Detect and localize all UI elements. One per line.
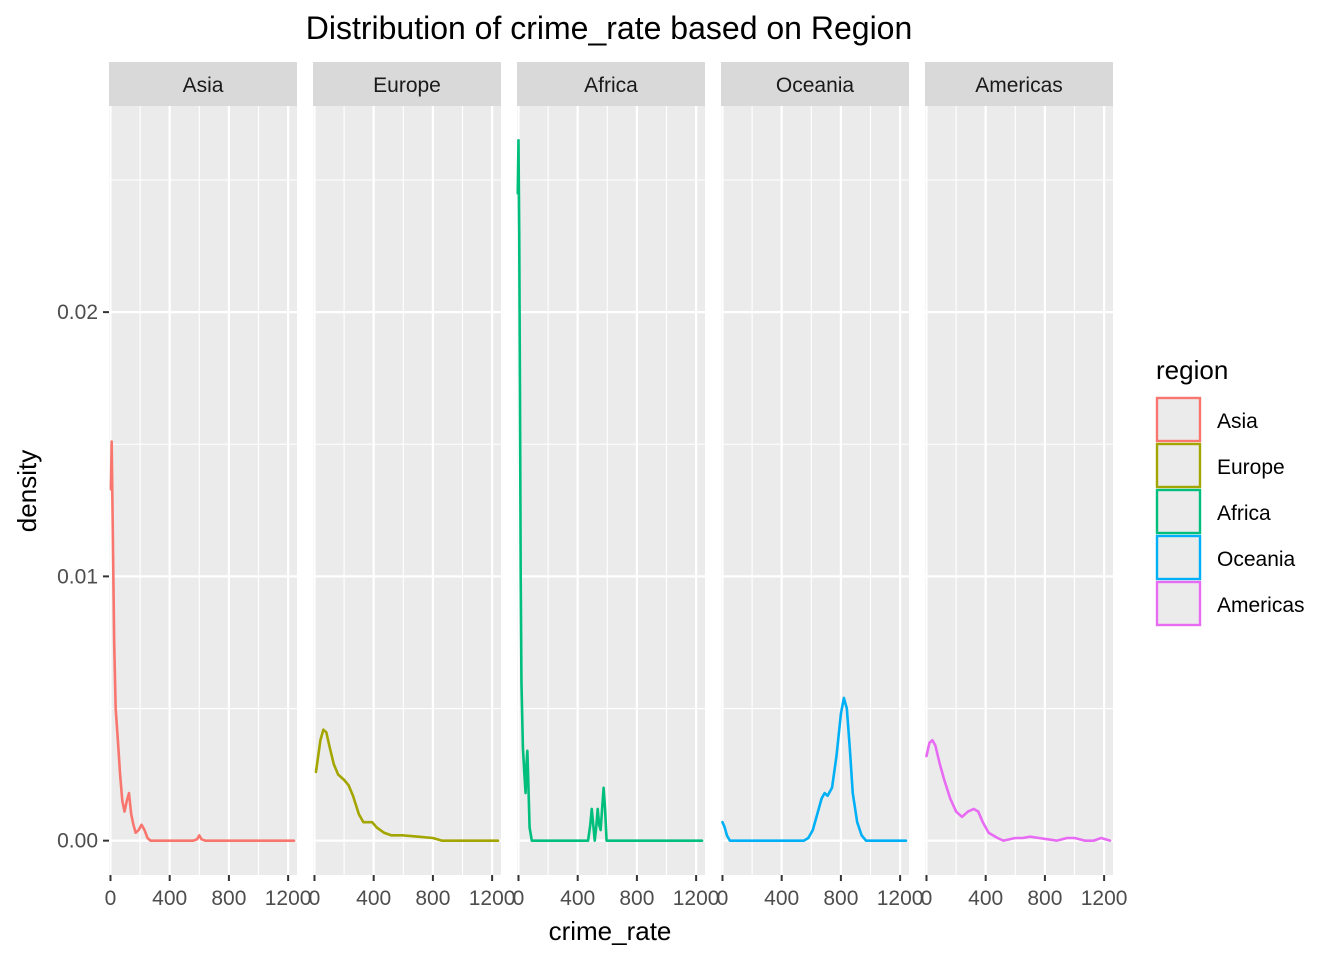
x-tick-label: 800 bbox=[1027, 887, 1062, 910]
x-tick-label: 0 bbox=[717, 887, 729, 910]
x-tick-label: 0 bbox=[309, 887, 321, 910]
legend-key bbox=[1155, 534, 1202, 581]
panel-background bbox=[313, 106, 501, 875]
density-line-americas bbox=[925, 738, 1112, 842]
x-tick-label: 0 bbox=[513, 887, 525, 910]
x-tick-label: 400 bbox=[560, 887, 595, 910]
legend-item-oceania: Oceania bbox=[1155, 534, 1296, 581]
y-tick-label: 0.01 bbox=[57, 565, 98, 588]
y-axis: 0.00 0.01 0.02 bbox=[57, 301, 109, 853]
y-tick-label: 0.02 bbox=[57, 301, 98, 324]
legend-label: Europe bbox=[1217, 456, 1285, 479]
x-tick-label: 400 bbox=[764, 887, 799, 910]
panel-background bbox=[517, 106, 705, 875]
legend-key bbox=[1155, 580, 1202, 627]
legend-item-europe: Europe bbox=[1155, 442, 1285, 489]
facet-strip bbox=[925, 62, 1113, 106]
x-tick-label: 400 bbox=[356, 887, 391, 910]
legend-label: Oceania bbox=[1217, 548, 1296, 571]
facet-panel-europe: Europe 0 400 800 1200 bbox=[309, 62, 516, 910]
chart-title: Distribution of crime_rate based on Regi… bbox=[306, 10, 913, 46]
facet-strip-label: Asia bbox=[183, 74, 224, 97]
y-axis-title: density bbox=[12, 450, 42, 532]
legend-items: Asia Europe Africa Oceania Americas bbox=[1155, 396, 1305, 627]
x-tick-label: 800 bbox=[619, 887, 654, 910]
x-tick-label: 800 bbox=[823, 887, 858, 910]
x-tick-label: 800 bbox=[211, 887, 246, 910]
facet-panels: Asia 0 400 800 1200 Europe 0 400 800 1200 Africa 0 4… bbox=[105, 62, 1128, 910]
density-line-africa bbox=[516, 139, 704, 842]
legend: region Asia Europe Africa Oceania Americas bbox=[1155, 355, 1305, 627]
legend-label: Africa bbox=[1217, 502, 1271, 525]
facet-panel-africa: Africa 0 400 800 1200 bbox=[513, 62, 720, 910]
facet-panel-oceania: Oceania 0 400 800 1200 bbox=[717, 62, 924, 910]
legend-item-americas: Americas bbox=[1155, 580, 1305, 627]
density-line-asia bbox=[109, 440, 296, 842]
x-tick-label: 400 bbox=[152, 887, 187, 910]
panel-background bbox=[721, 106, 909, 875]
density-line-europe bbox=[314, 728, 500, 842]
legend-key bbox=[1155, 396, 1202, 443]
facet-strip bbox=[721, 62, 909, 106]
x-tick-label: 1200 bbox=[265, 887, 312, 910]
legend-title: region bbox=[1156, 355, 1228, 385]
legend-key bbox=[1155, 488, 1202, 535]
facet-strip bbox=[109, 62, 297, 106]
legend-label: Americas bbox=[1217, 594, 1305, 617]
x-tick-label: 400 bbox=[968, 887, 1003, 910]
facet-strip-label: Africa bbox=[584, 74, 638, 97]
x-tick-label: 1200 bbox=[877, 887, 924, 910]
x-tick-label: 1200 bbox=[673, 887, 720, 910]
x-axis-title: crime_rate bbox=[549, 916, 672, 946]
panel-background bbox=[109, 106, 297, 875]
x-tick-label: 800 bbox=[415, 887, 450, 910]
facet-panel-asia: Asia 0 400 800 1200 bbox=[105, 62, 312, 910]
facet-strip-label: Americas bbox=[975, 74, 1063, 97]
legend-item-africa: Africa bbox=[1155, 488, 1271, 535]
legend-key bbox=[1155, 442, 1202, 489]
panel-background bbox=[925, 106, 1113, 875]
x-tick-label: 0 bbox=[105, 887, 117, 910]
legend-label: Asia bbox=[1217, 410, 1258, 433]
facet-strip bbox=[517, 62, 705, 106]
facet-strip-label: Europe bbox=[373, 74, 441, 97]
density-line-oceania bbox=[721, 696, 908, 842]
facet-strip-label: Oceania bbox=[776, 74, 855, 97]
facet-panel-americas: Americas 0 400 800 1200 bbox=[921, 62, 1128, 910]
legend-item-asia: Asia bbox=[1155, 396, 1258, 443]
x-tick-label: 1200 bbox=[1081, 887, 1128, 910]
x-tick-label: 0 bbox=[921, 887, 933, 910]
facet-strip bbox=[313, 62, 501, 106]
y-tick-label: 0.00 bbox=[57, 830, 98, 853]
x-tick-label: 1200 bbox=[469, 887, 516, 910]
